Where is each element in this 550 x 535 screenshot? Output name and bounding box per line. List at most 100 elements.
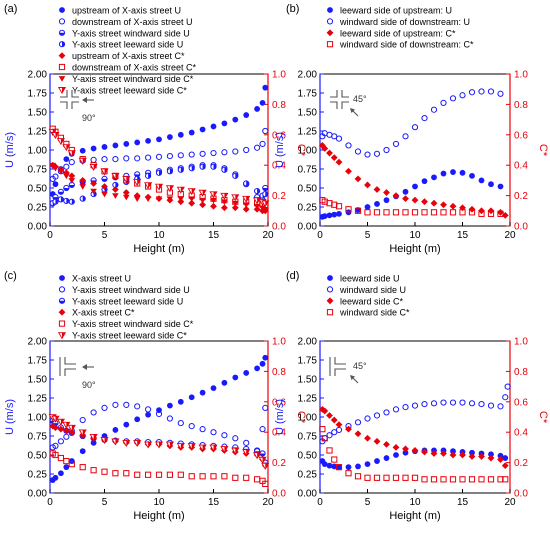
- panel-3: (d) 0 5 10 15 20 Height (m) 0.00 0.25 0.50 0.75 1.0…: [274, 270, 549, 522]
- y2-tick-label: 0.2: [514, 458, 528, 469]
- data-point: [177, 398, 184, 405]
- data-point: [122, 189, 130, 196]
- legend-marker: [57, 332, 67, 340]
- legend-label: Y-axis street leeward side U: [72, 40, 183, 50]
- data-point: [253, 452, 262, 460]
- data-point: [51, 132, 60, 139]
- data-point: [232, 200, 239, 207]
- data-point: [364, 474, 371, 481]
- data-point: [364, 209, 371, 216]
- data-point: [177, 196, 185, 202]
- y2-tick-label: 0.4: [514, 428, 528, 439]
- data-point: [156, 136, 162, 143]
- data-point: [220, 192, 229, 200]
- data-point: [199, 473, 206, 480]
- data-point: [209, 191, 218, 199]
- y-tick-label: 2.00: [298, 337, 318, 348]
- y-tick-label: 1.00: [298, 146, 318, 157]
- x-axis-label: Height (m): [389, 510, 440, 522]
- y-axis-label: U (m/s): [274, 132, 286, 168]
- data-point: [63, 433, 70, 440]
- y-tick-label: 1.25: [298, 127, 318, 138]
- legend-label: windward side U: [339, 285, 406, 295]
- data-point: [497, 90, 504, 97]
- data-point: [155, 410, 163, 418]
- legend-marker: [327, 7, 333, 13]
- x-tick-label: 0: [47, 230, 53, 241]
- data-point: [430, 106, 438, 113]
- data-point: [112, 427, 119, 433]
- series-2: [318, 406, 509, 470]
- data-point: [68, 198, 75, 205]
- data-point: [459, 92, 466, 99]
- data-point: [478, 453, 485, 460]
- data-point: [231, 447, 240, 455]
- data-point: [345, 470, 352, 477]
- data-point: [111, 438, 120, 446]
- data-point: [134, 139, 141, 146]
- legend-marker: [58, 52, 66, 59]
- data-point: [210, 429, 217, 436]
- panel-1: (b) 0 5 10 15 20 Height (m) 0.00 0.25 0.50 0.75 1.0…: [274, 3, 549, 255]
- data-point: [49, 422, 57, 430]
- data-point: [57, 425, 65, 433]
- data-point: [145, 137, 152, 144]
- data-point: [101, 404, 108, 411]
- legend-label: leeward side of upstream: U: [340, 6, 452, 16]
- data-point: [502, 476, 509, 483]
- data-point: [144, 441, 153, 449]
- series-5: [48, 414, 270, 470]
- data-point: [122, 176, 131, 184]
- data-point: [392, 209, 400, 216]
- data-point: [210, 473, 217, 480]
- data-point: [374, 458, 380, 464]
- x-tick-label: 0: [317, 497, 323, 508]
- series-7: [48, 129, 270, 208]
- data-point: [411, 474, 419, 481]
- x-tick-label: 5: [365, 497, 371, 508]
- data-point: [166, 196, 174, 202]
- data-point: [68, 178, 76, 184]
- y-tick-label: 1.50: [298, 108, 318, 119]
- data-point: [412, 183, 418, 190]
- x-tick-label: 15: [457, 497, 469, 508]
- data-point: [487, 210, 495, 217]
- data-point: [188, 129, 195, 136]
- cross-intersection-icon: [330, 90, 349, 109]
- series-1: [319, 383, 511, 445]
- data-point: [411, 402, 419, 409]
- data-point: [188, 394, 195, 401]
- data-point: [57, 438, 65, 445]
- data-point: [262, 354, 269, 361]
- data-point: [335, 426, 343, 434]
- legend-marker: [58, 286, 66, 293]
- data-point: [331, 429, 338, 436]
- data-point: [478, 400, 485, 408]
- data-point: [57, 168, 65, 175]
- data-point: [364, 204, 371, 210]
- legend-label: Y-axis street windward side U: [72, 28, 190, 38]
- data-point: [242, 449, 251, 457]
- y-tick-label: 0.75: [298, 432, 318, 443]
- data-point: [402, 133, 409, 140]
- x-tick-label: 20: [504, 497, 516, 508]
- data-point: [111, 173, 120, 181]
- data-point: [242, 202, 250, 209]
- data-point: [90, 439, 97, 446]
- data-point: [165, 441, 174, 449]
- data-point: [167, 402, 173, 409]
- legend-label: windward side of downstream: U: [339, 17, 470, 27]
- data-point: [199, 426, 206, 433]
- y-tick-label: 0.00: [28, 489, 48, 500]
- x-tick-label: 15: [208, 497, 220, 508]
- legend-label: upstream of X-axis street C*: [72, 51, 185, 61]
- legend-label: downstream of X-axis street U: [72, 17, 193, 27]
- data-point: [430, 476, 438, 483]
- data-point: [187, 188, 196, 196]
- data-point: [52, 165, 59, 172]
- data-point: [440, 399, 447, 406]
- y-tick-label: 1.75: [28, 89, 48, 100]
- legend-item: Y-axis street leeward side C*: [57, 85, 187, 95]
- y-tick-label: 2.00: [298, 70, 318, 81]
